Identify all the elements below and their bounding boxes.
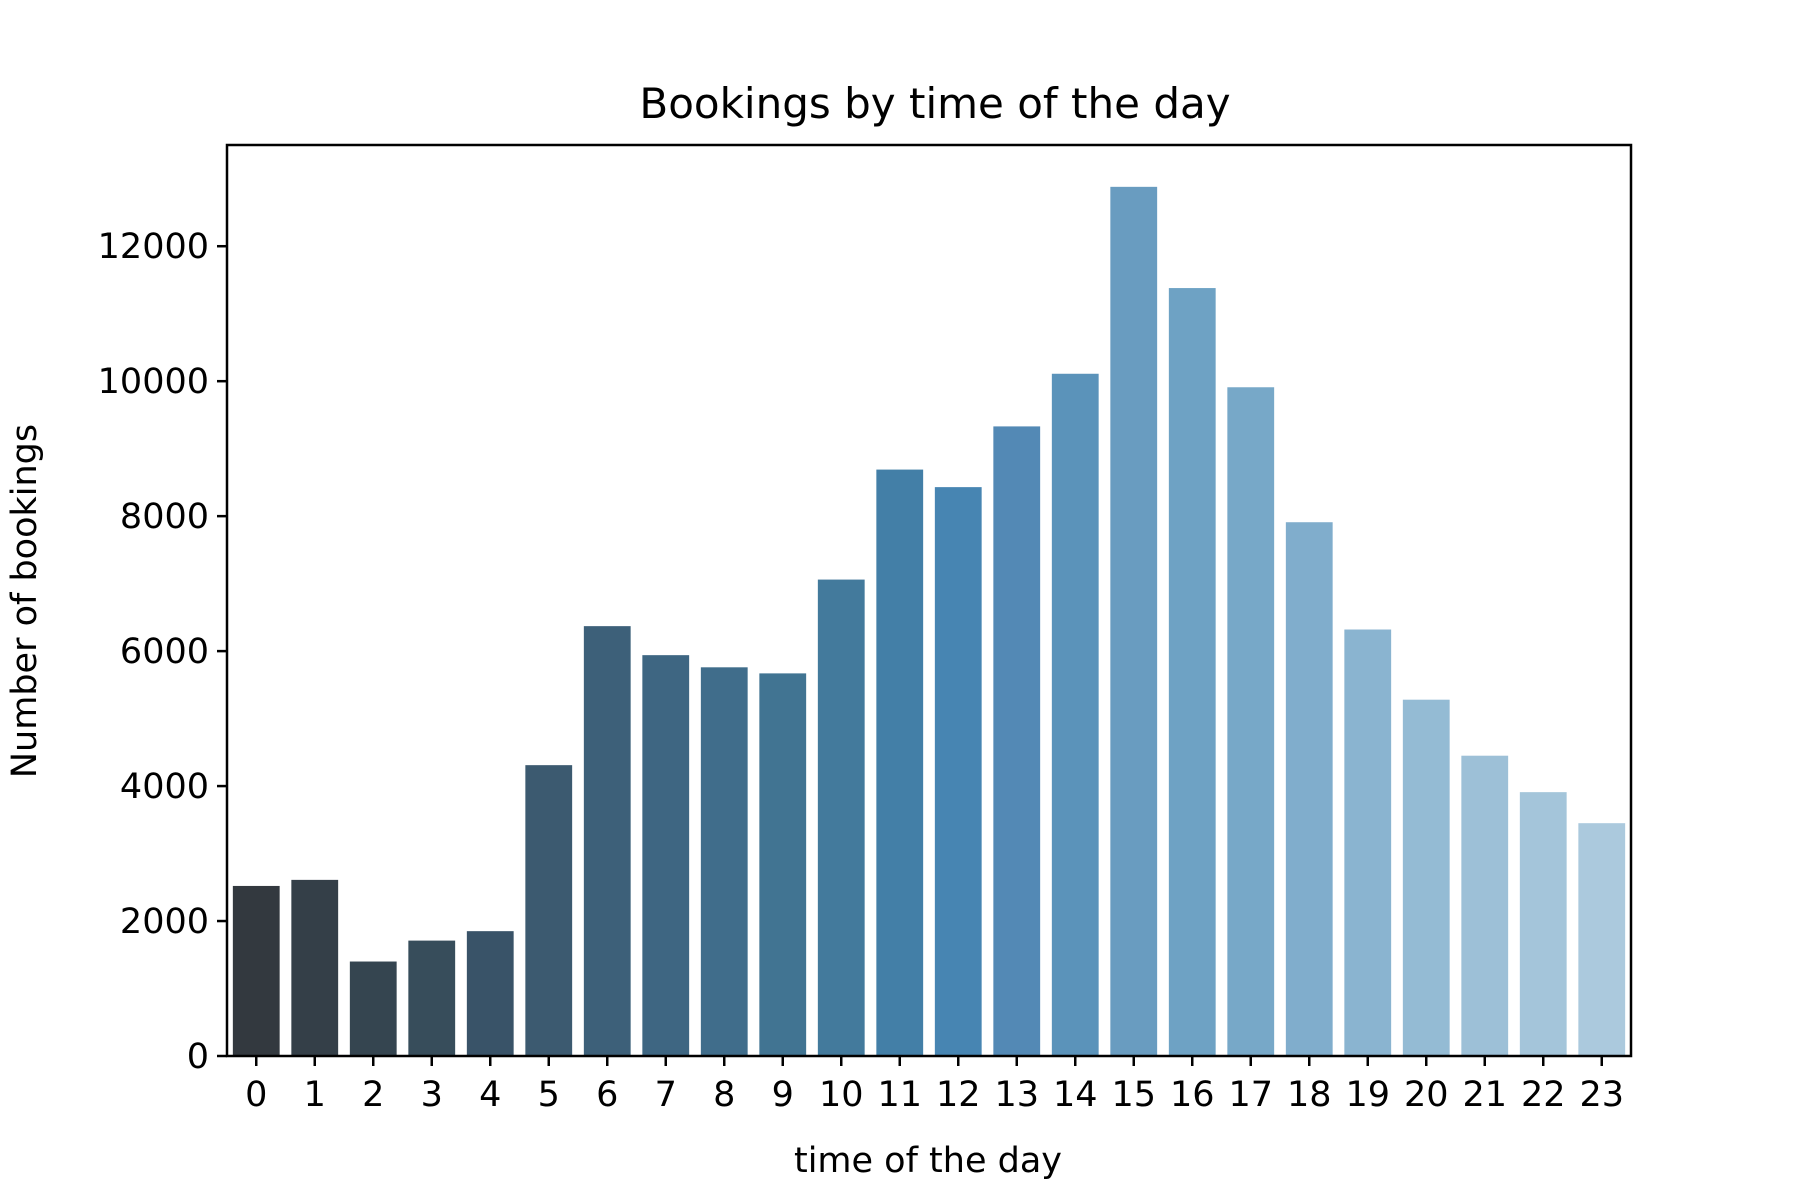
y-tick-label: 6000 (120, 632, 209, 672)
x-axis: 0 1 2 3 4 5 6 7 8 9 10 11 12 13 14 15 16 17 18 19 20 21 22 23 (245, 1056, 1624, 1115)
x-tick-label: 13 (994, 1075, 1039, 1115)
bar-hour-9 (759, 673, 807, 1056)
bar-hour-19 (1344, 629, 1392, 1056)
x-tick-label: 19 (1345, 1075, 1390, 1115)
bar-hour-23 (1578, 823, 1626, 1056)
x-tick-label: 21 (1462, 1075, 1507, 1115)
bar-hour-0 (232, 885, 280, 1056)
x-axis-label: time of the day (794, 1141, 1062, 1181)
chart-title: Bookings by time of the day (639, 79, 1230, 128)
x-tick-label: 7 (655, 1075, 677, 1115)
bar-hour-18 (1285, 522, 1333, 1056)
x-tick-label: 9 (772, 1075, 794, 1115)
bar-hour-1 (291, 879, 339, 1056)
x-tick-label: 2 (362, 1075, 384, 1115)
x-tick-label: 11 (877, 1075, 922, 1115)
x-tick-label: 1 (304, 1075, 326, 1115)
y-tick-label: 0 (187, 1037, 209, 1077)
x-tick-label: 6 (596, 1075, 618, 1115)
y-axis-label: Number of bookings (5, 424, 45, 778)
bar-hour-4 (466, 931, 514, 1056)
bar-hour-21 (1461, 755, 1509, 1056)
bar-hour-22 (1519, 792, 1567, 1056)
bar-hour-3 (408, 940, 456, 1056)
plot-frame (225, 143, 1633, 1058)
y-axis: 0 2000 4000 6000 8000 10000 12000 (98, 227, 227, 1077)
y-tick-label: 8000 (120, 497, 209, 537)
y-tick-label: 10000 (98, 362, 209, 402)
x-tick-label: 17 (1228, 1075, 1273, 1115)
bar-hour-5 (525, 765, 573, 1056)
bar-hour-10 (817, 579, 865, 1056)
x-tick-label: 4 (479, 1075, 501, 1115)
y-tick-label: 4000 (120, 767, 209, 807)
x-tick-label: 10 (819, 1075, 864, 1115)
bar-hour-13 (993, 426, 1041, 1056)
y-tick-label: 12000 (98, 227, 209, 267)
bar-hour-6 (583, 626, 631, 1056)
x-tick-label: 3 (421, 1075, 443, 1115)
bar-hour-12 (934, 487, 982, 1056)
x-tick-label: 0 (245, 1075, 267, 1115)
x-tick-label: 16 (1170, 1075, 1215, 1115)
x-tick-label: 20 (1404, 1075, 1449, 1115)
x-tick-label: 23 (1579, 1075, 1624, 1115)
x-tick-label: 8 (713, 1075, 735, 1115)
x-tick-label: 12 (936, 1075, 981, 1115)
bar-hour-2 (349, 961, 397, 1056)
bar-hour-7 (642, 655, 690, 1056)
bar-hour-16 (1168, 288, 1216, 1056)
x-tick-label: 18 (1287, 1075, 1332, 1115)
bar-hour-15 (1110, 186, 1158, 1057)
bar-hour-8 (700, 667, 748, 1056)
bars-group (232, 186, 1626, 1057)
bar-hour-14 (1051, 373, 1099, 1056)
x-tick-label: 15 (1111, 1075, 1156, 1115)
y-tick-label: 2000 (120, 902, 209, 942)
x-tick-label: 22 (1521, 1075, 1566, 1115)
x-tick-label: 14 (1053, 1075, 1098, 1115)
bar-hour-20 (1402, 699, 1450, 1056)
bar-hour-11 (876, 469, 924, 1056)
bar-hour-17 (1227, 387, 1275, 1056)
x-tick-label: 5 (538, 1075, 560, 1115)
